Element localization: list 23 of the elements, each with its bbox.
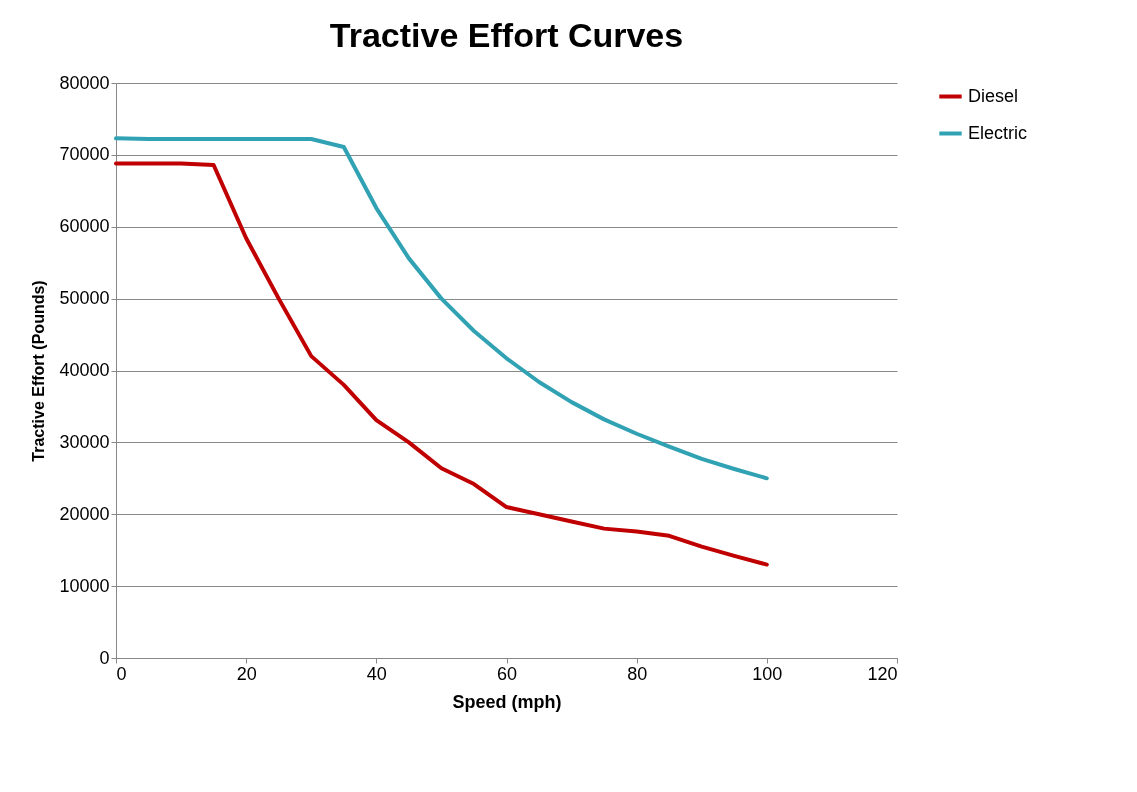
x-tick-label: 80	[627, 663, 648, 684]
y-axis-title: Tractive Effort (Pounds)	[30, 280, 48, 462]
y-tick-label: 60000	[59, 216, 110, 237]
y-tick-label: 80000	[59, 72, 110, 93]
y-tick-label: 10000	[59, 575, 110, 596]
legend-label: Diesel	[968, 85, 1019, 106]
legend-label: Electric	[968, 122, 1028, 143]
y-tick-label: 0	[99, 647, 110, 668]
y-tick-label: 40000	[59, 360, 110, 380]
x-tick-label: 20	[236, 663, 257, 684]
line-series	[114, 161, 769, 567]
y-tick-label: 70000	[59, 144, 110, 165]
line-series	[114, 136, 769, 481]
chart-title: Tractive Effort Curves	[329, 16, 684, 54]
y-tick-label: 30000	[59, 431, 110, 452]
x-tick-label: 100	[752, 663, 783, 684]
x-tick-label: 60	[496, 663, 518, 684]
y-tick-label: 50000	[59, 288, 110, 309]
x-tick-label: 40	[366, 663, 387, 684]
x-axis-title: Speed (mph)	[452, 691, 562, 712]
x-tick-label: 0	[116, 663, 127, 684]
y-tick-label: 20000	[59, 503, 110, 524]
x-tick-label: 120	[867, 663, 898, 684]
